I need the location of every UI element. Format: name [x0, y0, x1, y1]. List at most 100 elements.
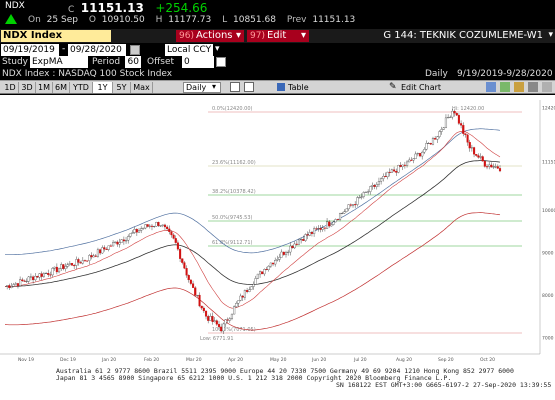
calendar-icon[interactable] — [130, 45, 140, 55]
period-tab-1y[interactable]: 1Y — [93, 82, 113, 93]
candle-body — [213, 320, 216, 322]
annotation-high: Hi: 12420.00 — [452, 106, 484, 112]
period-tab-5y[interactable]: 5Y — [113, 82, 131, 93]
pencil-icon: ✎ — [389, 82, 397, 92]
candle-body — [45, 273, 48, 274]
zoom-icon[interactable] — [500, 82, 510, 92]
offset-input[interactable]: 0 — [182, 56, 214, 68]
candle-body — [280, 251, 283, 258]
candle-body — [185, 268, 188, 276]
candle-body — [122, 239, 125, 242]
candle-body — [53, 266, 56, 269]
edit-chart-button[interactable]: Edit Chart — [401, 83, 442, 92]
candle-body — [215, 320, 218, 325]
candle-body — [300, 239, 303, 241]
candle-body — [68, 263, 71, 265]
last-price: 11151.13 — [80, 1, 144, 15]
candle-body — [406, 161, 409, 166]
candle-body — [192, 283, 195, 288]
candle-body — [81, 260, 84, 264]
study-checkbox[interactable] — [216, 57, 226, 67]
candle-body — [271, 262, 275, 265]
fib-label-38: 38.2%(10378.42) — [212, 189, 256, 195]
candle-body — [494, 166, 497, 168]
candle-body — [252, 284, 255, 287]
candle-body — [118, 242, 121, 245]
x-axis-label: Apr 20 — [228, 357, 243, 363]
end-date-input[interactable]: 09/28/2020 — [68, 44, 126, 56]
fib-label-61: 61.8%(9112.71) — [212, 240, 253, 246]
candlestick-chart-svg[interactable]: 0.0%(12420.00) 23.6%(11162.00) 38.2%(103… — [0, 95, 555, 367]
annotation-low: Low: 6771.91 — [200, 336, 234, 342]
candle-body — [313, 228, 316, 234]
candle-chart-icon[interactable] — [244, 82, 254, 92]
currency-select[interactable]: Local CCY — [165, 44, 213, 56]
candle-body — [88, 255, 91, 261]
candle-body — [403, 164, 406, 166]
candle-body — [226, 319, 229, 321]
candle-body — [442, 127, 445, 130]
candle-body — [181, 258, 184, 263]
candle-body — [66, 264, 69, 267]
chevron-down-icon[interactable]: ▾ — [215, 44, 220, 54]
price-chart[interactable]: 0.0%(12420.00) 23.6%(11162.00) 38.2%(103… — [0, 95, 555, 400]
candle-body — [96, 249, 99, 257]
candle-body — [269, 262, 272, 267]
candle-body — [129, 233, 132, 237]
candle-body — [401, 164, 404, 167]
print-icon[interactable] — [514, 82, 524, 92]
period-tab-1d[interactable]: 1D — [2, 82, 19, 93]
frequency-text: Daily — [425, 69, 448, 79]
chart-settings-icon[interactable] — [486, 82, 496, 92]
y-axis-label: 7000 — [542, 335, 554, 341]
edit-menu-button[interactable]: 97) Edit ▾ — [247, 30, 309, 42]
help-icon[interactable] — [542, 82, 552, 92]
x-axis-label: Dec 19 — [60, 357, 76, 363]
candle-body — [444, 117, 448, 128]
candle-body — [259, 271, 262, 275]
candle-body — [412, 158, 415, 161]
candle-body — [230, 313, 234, 319]
actions-menu-button[interactable]: 96) Actions ▾ — [176, 30, 244, 42]
study-select[interactable]: ExpMA — [30, 56, 88, 68]
start-date-input[interactable]: 09/19/2019 — [1, 44, 59, 56]
candle-body — [421, 151, 424, 157]
security-input[interactable]: NDX Index — [1, 30, 111, 42]
candle-body — [460, 123, 463, 126]
candle-body — [468, 142, 471, 149]
period-tab-6m[interactable]: 6M — [53, 82, 70, 93]
candle-body — [254, 278, 257, 285]
chevron-down-icon[interactable]: ▾ — [212, 82, 217, 91]
candle-body — [150, 225, 154, 227]
period-tab-max[interactable]: Max — [131, 82, 153, 93]
candle-body — [330, 224, 333, 227]
candle-body — [323, 227, 326, 229]
candle-body — [455, 112, 458, 116]
frequency-select[interactable]: Daily — [183, 82, 221, 93]
table-button[interactable]: Table — [288, 83, 309, 92]
period-tab-ytd[interactable]: YTD — [70, 82, 93, 93]
candle-body — [131, 232, 134, 234]
candle-body — [395, 170, 398, 173]
x-axis-label: Aug 20 — [396, 357, 412, 363]
line-chart-icon[interactable] — [230, 82, 240, 92]
period-tab-3d[interactable]: 3D — [19, 82, 36, 93]
candle-body — [475, 154, 478, 156]
candle-body — [427, 143, 430, 144]
candle-body — [155, 222, 158, 227]
period-tab-1m[interactable]: 1M — [36, 82, 53, 93]
x-axis-label: Sep 20 — [438, 357, 454, 363]
candle-body — [390, 169, 393, 173]
candle-body — [25, 280, 28, 282]
chevron-down-icon[interactable]: ▾ — [548, 30, 553, 40]
candle-body — [485, 166, 489, 168]
period-label: Period — [92, 57, 121, 67]
candle-body — [47, 273, 50, 275]
fib-label-100: 100.0%(7071.05) — [212, 327, 256, 333]
period-input[interactable]: 60 — [125, 56, 141, 68]
candle-body — [49, 274, 52, 276]
candle-body — [293, 243, 296, 249]
x-axis-label: Jun 20 — [311, 357, 326, 363]
export-icon[interactable] — [528, 82, 538, 92]
candle-body — [295, 243, 298, 245]
